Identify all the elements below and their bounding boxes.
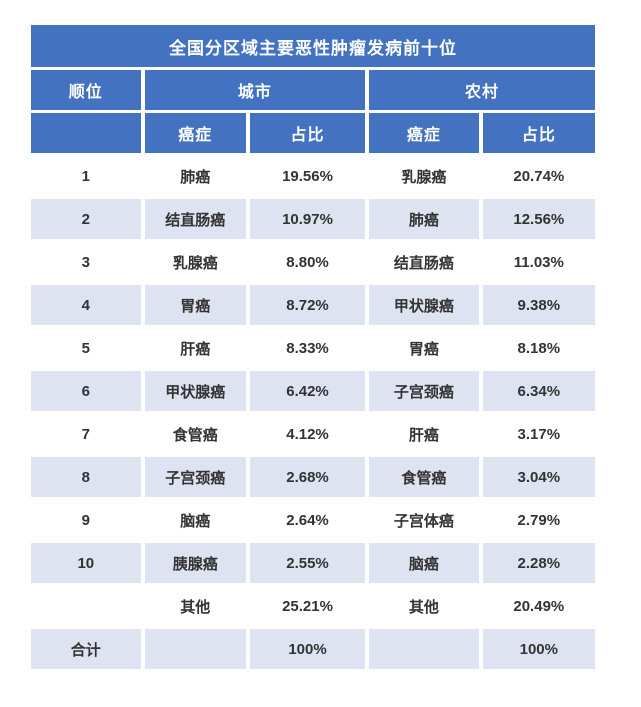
rank-cell: 6 [31,371,141,411]
rank-cell: 3 [31,242,141,282]
urban-share-cell: 10.97% [249,199,366,239]
rural-share-cell: 8.18% [482,328,595,368]
urban-cancer-cell: 肺癌 [144,156,246,196]
rural-cancer-cell: 胃癌 [369,328,479,368]
urban-share-cell: 2.68% [249,457,366,497]
rural-cancer-cell: 肺癌 [369,199,479,239]
table-row: 5 肝癌 8.33% 胃癌 8.18% [31,328,595,368]
urban-cancer-cell: 脑癌 [144,500,246,540]
urban-share-cell: 100% [249,629,366,669]
urban-cancer-cell: 结直肠癌 [144,199,246,239]
urban-cancer-cell: 食管癌 [144,414,246,454]
urban-cancer-header: 癌症 [144,113,246,153]
urban-share-cell: 19.56% [249,156,366,196]
rank-cell: 8 [31,457,141,497]
table-row: 7 食管癌 4.12% 肝癌 3.17% [31,414,595,454]
rural-cancer-cell: 脑癌 [369,543,479,583]
rural-share-cell: 2.28% [482,543,595,583]
table-row-total: 合计 100% 100% [31,629,595,669]
rank-cell: 合计 [31,629,141,669]
table-row: 9 脑癌 2.64% 子宫体癌 2.79% [31,500,595,540]
rural-share-cell: 100% [482,629,595,669]
urban-cancer-cell: 其他 [144,586,246,626]
table-title: 全国分区域主要恶性肿瘤发病前十位 [31,25,595,67]
urban-share-cell: 6.42% [249,371,366,411]
rank-cell: 7 [31,414,141,454]
rural-cancer-cell: 食管癌 [369,457,479,497]
rural-group-header: 农村 [369,70,595,110]
table-row: 6 甲状腺癌 6.42% 子宫颈癌 6.34% [31,371,595,411]
rural-cancer-cell: 乳腺癌 [369,156,479,196]
urban-share-cell: 8.72% [249,285,366,325]
table-row: 3 乳腺癌 8.80% 结直肠癌 11.03% [31,242,595,282]
rural-share-cell: 9.38% [482,285,595,325]
rural-cancer-cell: 子宫颈癌 [369,371,479,411]
rural-cancer-cell: 甲状腺癌 [369,285,479,325]
rank-cell: 1 [31,156,141,196]
rank-header: 顺位 [31,70,141,110]
urban-cancer-cell [144,629,246,669]
rural-share-header: 占比 [482,113,595,153]
rural-share-cell: 2.79% [482,500,595,540]
urban-group-header: 城市 [144,70,366,110]
rural-share-cell: 12.56% [482,199,595,239]
rural-cancer-cell: 结直肠癌 [369,242,479,282]
rank-cell: 9 [31,500,141,540]
urban-cancer-cell: 胰腺癌 [144,543,246,583]
rural-share-cell: 6.34% [482,371,595,411]
cancer-incidence-table-wrap: 全国分区域主要恶性肿瘤发病前十位 顺位 城市 农村 癌症 占比 癌症 占比 1 [27,22,599,672]
rural-share-cell: 20.74% [482,156,595,196]
rural-cancer-cell [369,629,479,669]
table-row: 其他 25.21% 其他 20.49% [31,586,595,626]
table-row: 10 胰腺癌 2.55% 脑癌 2.28% [31,543,595,583]
rank-cell: 2 [31,199,141,239]
urban-share-cell: 8.33% [249,328,366,368]
urban-share-cell: 2.64% [249,500,366,540]
urban-share-header: 占比 [249,113,366,153]
urban-cancer-cell: 肝癌 [144,328,246,368]
cancer-incidence-table: 全国分区域主要恶性肿瘤发病前十位 顺位 城市 农村 癌症 占比 癌症 占比 1 [27,22,599,672]
rank-cell [31,586,141,626]
rank-cell: 5 [31,328,141,368]
title-row: 全国分区域主要恶性肿瘤发病前十位 [31,25,595,67]
rank-cell: 10 [31,543,141,583]
rural-share-cell: 20.49% [482,586,595,626]
group-header-row: 顺位 城市 农村 [31,70,595,110]
urban-cancer-cell: 胃癌 [144,285,246,325]
table-row: 2 结直肠癌 10.97% 肺癌 12.56% [31,199,595,239]
rural-cancer-header: 癌症 [369,113,479,153]
sub-header-row: 癌症 占比 癌症 占比 [31,113,595,153]
urban-share-cell: 25.21% [249,586,366,626]
urban-share-cell: 2.55% [249,543,366,583]
rural-cancer-cell: 其他 [369,586,479,626]
urban-share-cell: 8.80% [249,242,366,282]
urban-cancer-cell: 甲状腺癌 [144,371,246,411]
rural-share-cell: 3.17% [482,414,595,454]
urban-share-cell: 4.12% [249,414,366,454]
table-row: 1 肺癌 19.56% 乳腺癌 20.74% [31,156,595,196]
urban-cancer-cell: 子宫颈癌 [144,457,246,497]
rank-cell: 4 [31,285,141,325]
rural-share-cell: 3.04% [482,457,595,497]
rural-cancer-cell: 子宫体癌 [369,500,479,540]
urban-cancer-cell: 乳腺癌 [144,242,246,282]
table-row: 8 子宫颈癌 2.68% 食管癌 3.04% [31,457,595,497]
rank-subheader-empty [31,113,141,153]
table-row: 4 胃癌 8.72% 甲状腺癌 9.38% [31,285,595,325]
rural-cancer-cell: 肝癌 [369,414,479,454]
rural-share-cell: 11.03% [482,242,595,282]
